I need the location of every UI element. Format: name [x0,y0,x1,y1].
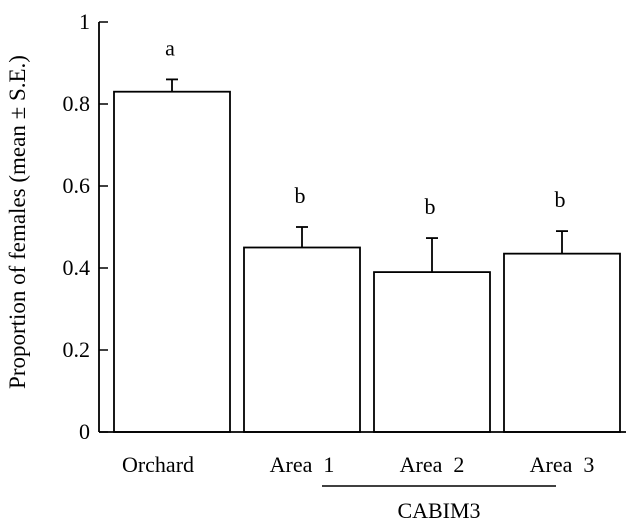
significance-letter: b [295,183,306,208]
bar [373,271,491,433]
significance-letter: b [425,194,436,219]
category-label: Area 1 [270,452,335,477]
y-tick-label: 0.6 [63,173,91,198]
y-tick-label: 0.2 [63,337,91,362]
category-label: Orchard [122,452,194,477]
significance-letter: a [165,35,175,60]
bar [113,90,231,433]
significance-letter: b [555,187,566,212]
y-axis-title: Proportion of females (mean ± S.E.) [5,55,30,389]
x-axis: Orchard Area 1 Area 2 Area 3 [99,431,626,477]
y-tick-label: 1 [79,9,90,34]
group-label: CABIM3 [397,498,480,523]
bar [243,246,361,433]
category-label: Area 3 [530,452,595,477]
y-tick-label: 0 [79,419,90,444]
bars: a b b b [113,35,621,433]
bar [503,252,621,433]
category-label: Area 2 [400,452,465,477]
y-tick-label: 0.8 [63,91,91,116]
y-axis: 0 0.2 0.4 0.6 0.8 1 [63,9,108,444]
y-tick-label: 0.4 [63,255,91,280]
